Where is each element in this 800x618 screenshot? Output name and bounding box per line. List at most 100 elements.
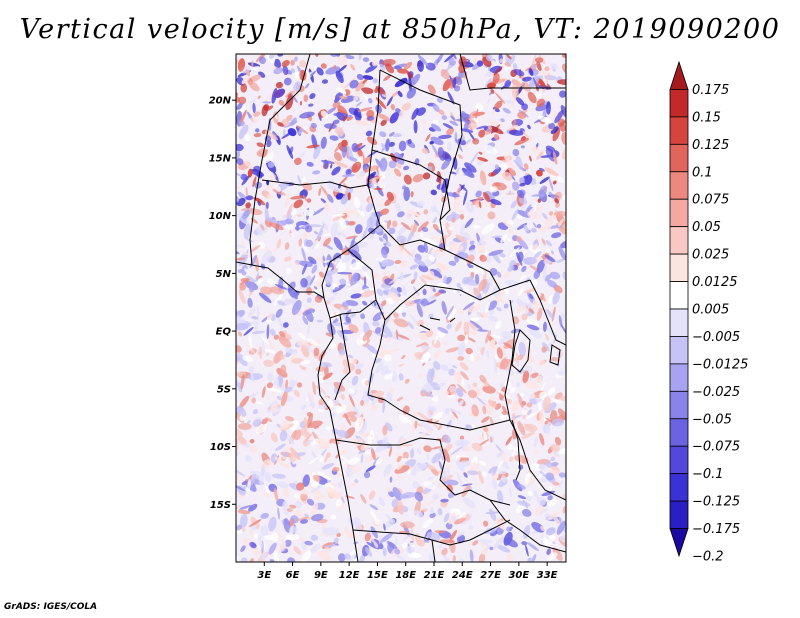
field-blob [287, 288, 298, 300]
field-blob [425, 384, 434, 393]
field-blob [519, 274, 527, 281]
field-blob [465, 347, 473, 355]
field-blob [503, 532, 513, 546]
field-blob [349, 236, 356, 250]
x-tick-label: 6E [286, 570, 300, 581]
field-blob [515, 362, 519, 367]
field-blob [517, 251, 524, 263]
field-blob [248, 334, 253, 349]
field-blob [360, 400, 364, 406]
field-blob [481, 416, 490, 423]
field-blob [260, 286, 273, 295]
field-blob [391, 498, 399, 508]
field-blob [259, 470, 265, 487]
field-blob [407, 469, 411, 475]
field-blob [407, 230, 414, 243]
field-blob [317, 375, 325, 384]
field-blob [348, 323, 359, 334]
field-blob [420, 352, 431, 364]
field-blob [384, 278, 394, 286]
field-blob [382, 436, 389, 445]
field-blob [365, 546, 373, 557]
field-blob [264, 130, 278, 141]
field-blob [539, 508, 549, 515]
field-blob [535, 92, 542, 99]
field-blob [243, 327, 254, 336]
field-blob [400, 260, 408, 268]
colorbar-swatch [669, 116, 689, 145]
field-blob [488, 249, 504, 256]
field-blob [460, 128, 474, 133]
field-blob [515, 503, 525, 514]
field-blob [547, 387, 556, 396]
field-blob [252, 176, 257, 188]
field-blob [334, 141, 343, 153]
field-blob [487, 211, 496, 220]
field-blob [561, 132, 566, 146]
field-blob [402, 451, 409, 460]
field-blob [372, 321, 380, 327]
field-blob [273, 334, 279, 340]
field-blob [431, 452, 442, 464]
field-blob [544, 167, 559, 177]
field-blob [529, 398, 538, 405]
y-tick-label: 20N [209, 96, 232, 107]
field-blob [296, 382, 303, 388]
field-blob [561, 54, 566, 58]
field-blob [544, 216, 553, 230]
field-blob [366, 216, 374, 228]
field-blob [451, 211, 457, 219]
field-blob [310, 484, 322, 494]
field-blob [536, 169, 543, 177]
field-blob [449, 120, 459, 126]
field-blob [562, 494, 566, 500]
field-blob [315, 438, 326, 444]
field-blob [285, 433, 295, 445]
field-blob [452, 156, 458, 170]
field-blob [559, 395, 566, 402]
field-blob [336, 429, 349, 438]
field-blob [331, 166, 341, 176]
field-blob [297, 332, 307, 340]
field-blob [356, 73, 364, 81]
field-blob [463, 472, 468, 478]
field-blob [557, 408, 566, 421]
field-blob [504, 79, 511, 88]
field-blob [331, 428, 339, 435]
field-blob [523, 525, 531, 539]
field-blob [290, 209, 297, 216]
field-blob [255, 272, 260, 283]
field-blob [289, 504, 297, 509]
field-blob [562, 506, 566, 514]
field-blob [433, 334, 439, 345]
field-blob [409, 264, 418, 270]
field-blob [426, 368, 434, 384]
field-blob [559, 534, 566, 543]
field-blob [412, 481, 420, 489]
field-blob [273, 54, 287, 56]
field-blob [240, 545, 246, 553]
field-blob [442, 79, 451, 92]
field-blob [321, 396, 334, 408]
field-blob [349, 249, 362, 261]
field-blob [431, 446, 442, 450]
field-blob [290, 195, 305, 200]
field-blob [520, 204, 526, 210]
field-blob [316, 319, 324, 323]
field-blob [347, 221, 356, 226]
field-blob [299, 365, 306, 371]
field-blob [478, 129, 486, 138]
field-blob [464, 139, 471, 145]
field-blob [388, 141, 395, 147]
field-blob [301, 247, 307, 262]
field-blob [265, 417, 273, 423]
field-blob [458, 460, 471, 468]
field-blob [265, 201, 269, 210]
field-blob [362, 165, 368, 170]
field-blob [373, 541, 379, 549]
field-blob [388, 160, 397, 169]
field-blob [459, 213, 465, 220]
field-blob [276, 238, 282, 249]
field-blob [382, 547, 387, 557]
field-blob [480, 541, 485, 549]
